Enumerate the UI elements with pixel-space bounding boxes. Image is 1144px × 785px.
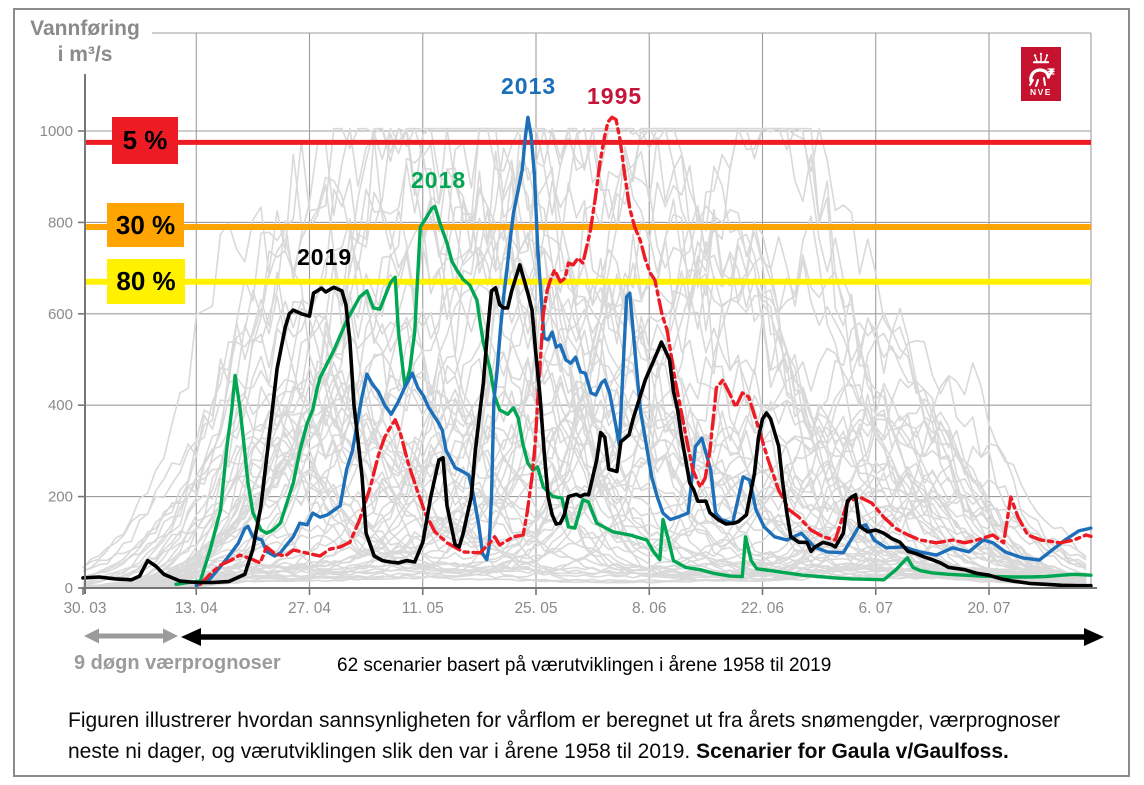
figure-caption: Figuren illustrerer hvordan sannsynlighe… [68,705,1113,767]
threshold-label-5-percent: 5 % [112,117,178,164]
series-label-1995: 1995 [587,83,643,109]
forecast-arrow-label: 9 døgn værprognoser [74,652,281,674]
svg-text:11. 05: 11. 05 [402,600,444,617]
caption-line2-normal: neste ni dager, og værutviklingen slik d… [68,740,697,763]
caption-line2: neste ni dager, og værutviklingen slik d… [68,736,1113,767]
y-axis-title: Vannføring i m³/s [20,16,150,68]
svg-text:25. 05: 25. 05 [514,600,557,617]
svg-text:22. 06: 22. 06 [741,600,784,617]
svg-text:800: 800 [48,214,73,231]
nve-logo: NVE [1021,47,1061,101]
series-label-2013: 2013 [501,73,557,99]
svg-text:NVE: NVE [1030,87,1052,97]
y-axis-title-line2: i m³/s [57,43,113,66]
series-label-2019: 2019 [297,244,353,270]
svg-text:0: 0 [65,580,73,597]
svg-text:6. 07: 6. 07 [859,600,893,617]
nve-lion-crown-icon: NVE [1029,52,1055,97]
svg-text:30. 03: 30. 03 [63,600,106,617]
threshold-label-30-percent: 30 % [107,203,184,247]
svg-text:600: 600 [48,306,73,323]
threshold-label-text: 30 % [115,209,176,240]
scenario-arrow-label: 62 scenarier basert på værutviklingen i … [337,655,832,676]
svg-text:200: 200 [48,489,73,506]
threshold-label-text: 5 % [122,125,168,155]
caption-line1: Figuren illustrerer hvordan sannsynlighe… [68,709,1061,732]
svg-text:20. 07: 20. 07 [967,600,1010,617]
svg-text:400: 400 [48,397,73,414]
svg-text:8. 06: 8. 06 [632,600,666,617]
series-label-2018: 2018 [411,167,467,193]
y-axis-title-line1: Vannføring [30,17,140,40]
threshold-label-80-percent: 80 % [107,259,185,304]
svg-text:1000: 1000 [40,123,73,140]
svg-text:13. 04: 13. 04 [175,600,218,617]
caption-line2-bold: Scenarier for Gaula v/Gaulfoss. [696,740,1009,763]
outer-border [13,8,1130,777]
svg-text:27. 04: 27. 04 [288,600,331,617]
threshold-label-text: 80 % [116,266,176,296]
